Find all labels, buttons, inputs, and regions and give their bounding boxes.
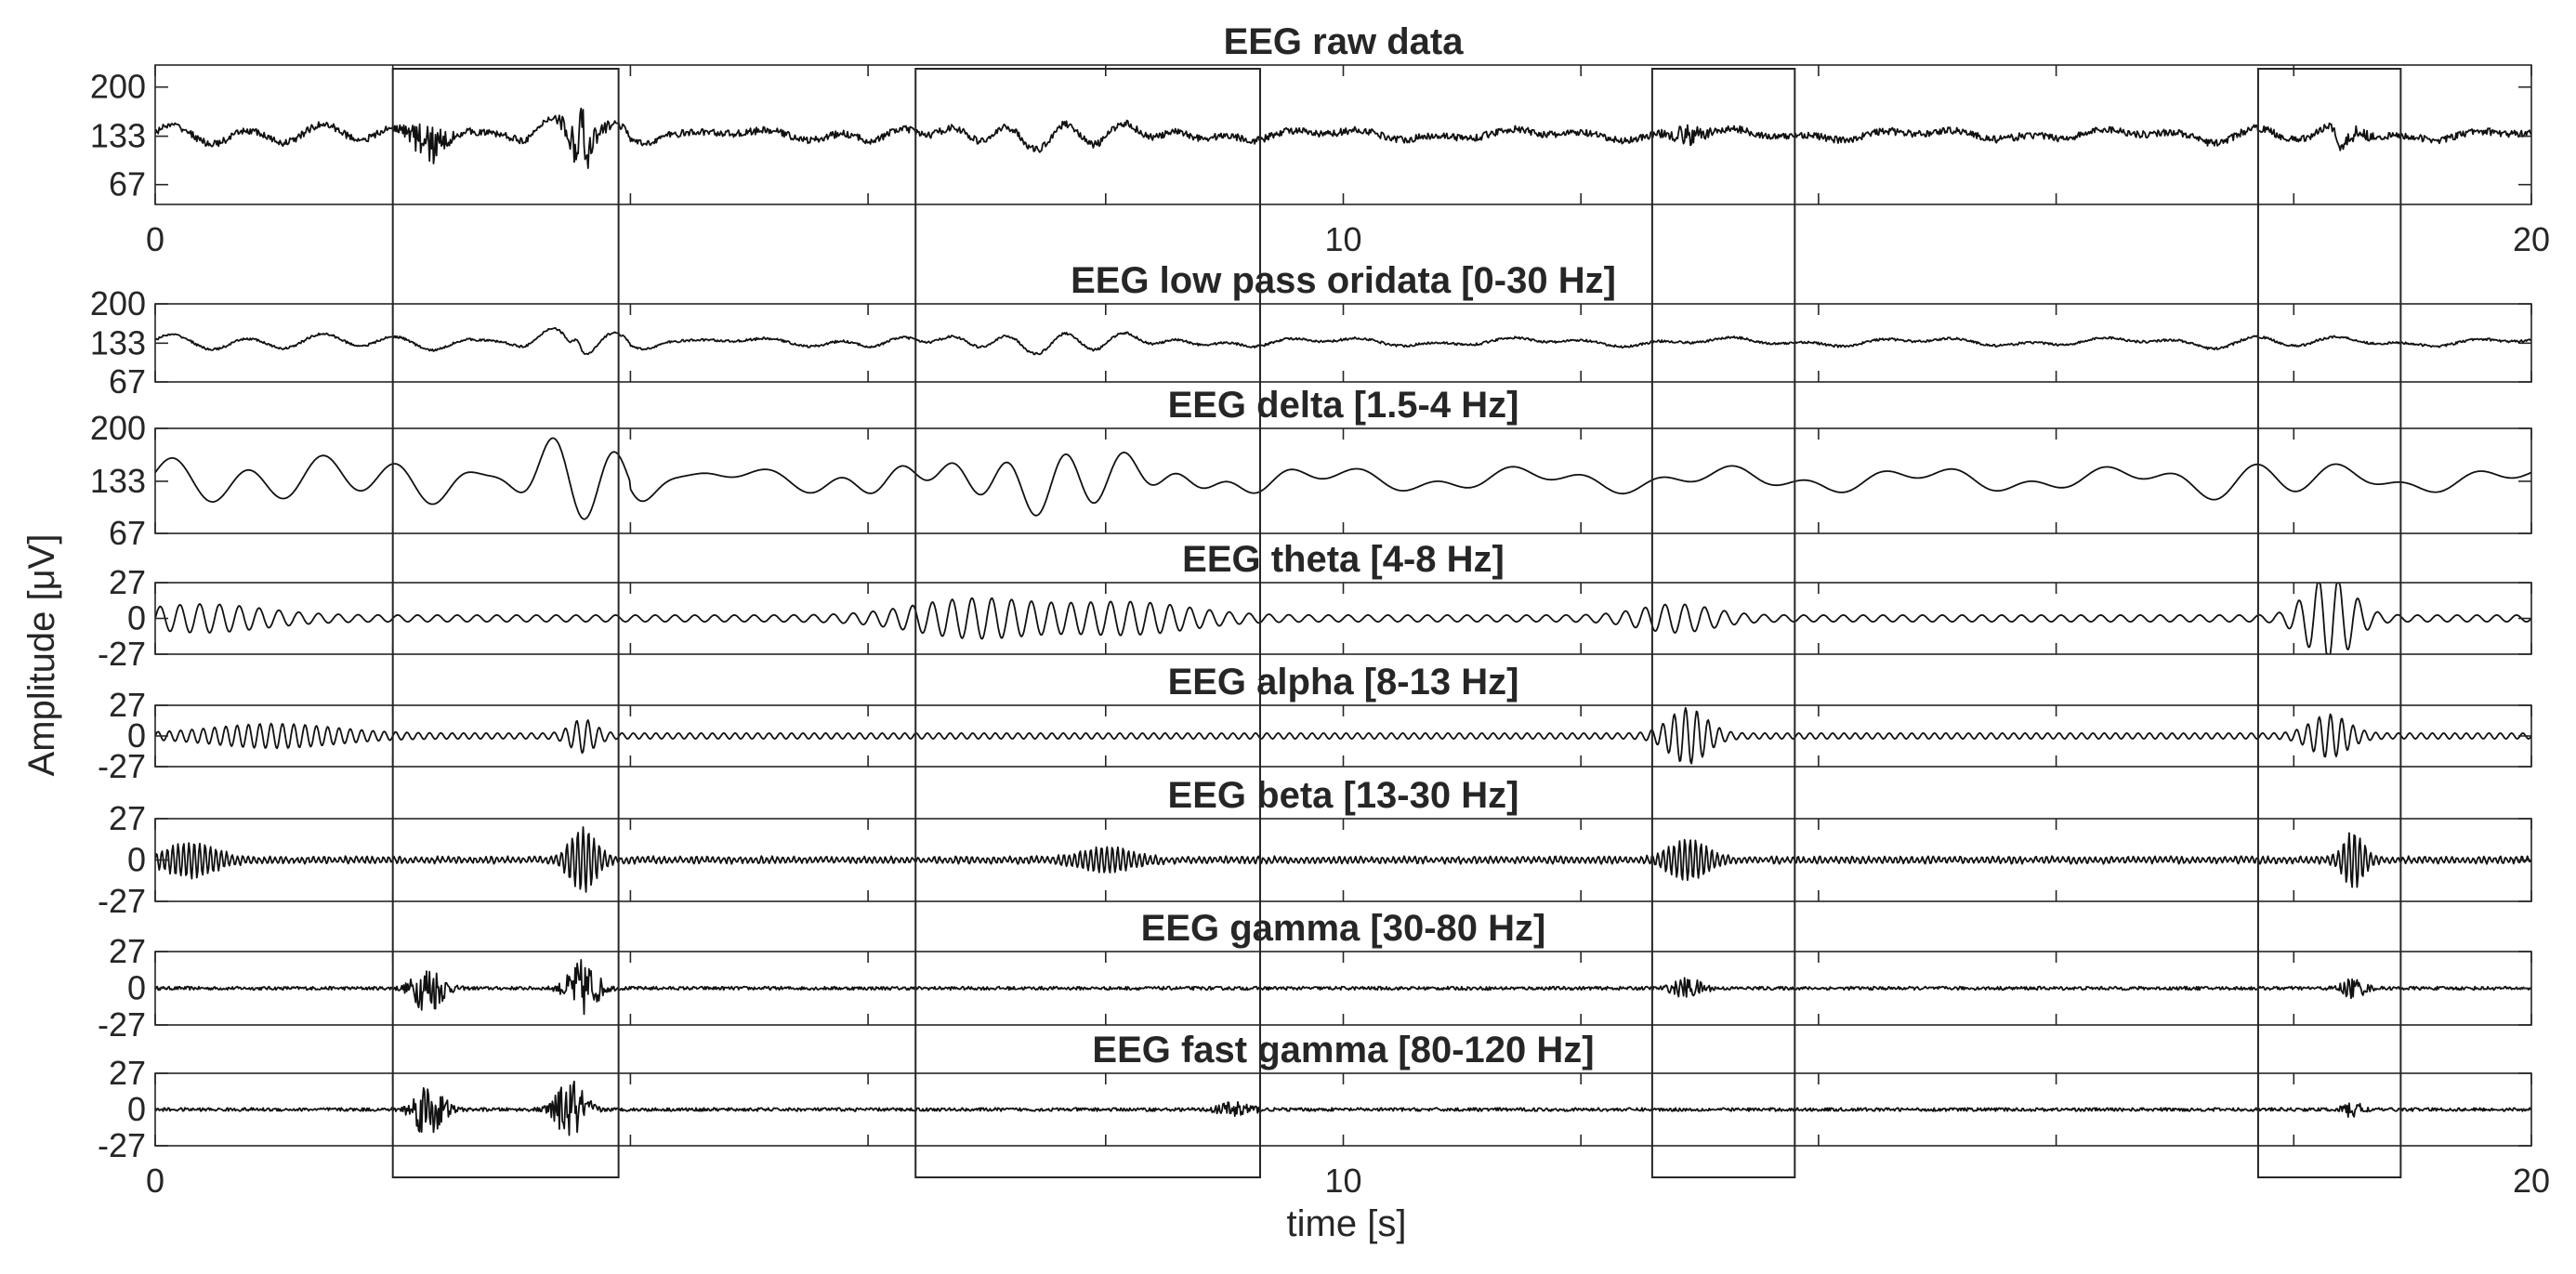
x-tick-label: 20: [2513, 220, 2550, 258]
y-tick-label: 133: [90, 117, 146, 155]
y-tick-label: 0: [127, 599, 146, 637]
x-tick-label: 10: [1324, 220, 1361, 258]
y-tick-label: 67: [109, 362, 146, 401]
y-tick-label: 67: [109, 165, 146, 204]
panel-title: EEG low pass oridata [0-30 Hz]: [1071, 260, 1616, 301]
panel-title: EEG delta [1.5-4 Hz]: [1168, 385, 1519, 426]
highlight-window: [1650, 68, 1796, 1178]
y-tick-label: 200: [90, 68, 146, 106]
panel-title: EEG theta [4-8 Hz]: [1182, 539, 1505, 580]
series-line: [155, 107, 2531, 169]
highlight-window: [391, 68, 620, 1178]
y-tick-label: 67: [109, 514, 146, 552]
y-tick-label: -27: [98, 635, 146, 673]
y-tick-label: 200: [90, 409, 146, 447]
x-axis-label: time [s]: [1287, 1203, 1407, 1244]
panel-title: EEG fast gamma [80-120 Hz]: [1092, 1030, 1594, 1070]
y-axis-label: Amplitude [μV]: [21, 534, 62, 777]
y-tick-label: 27: [109, 563, 146, 601]
x-tick-label: 0: [146, 1162, 164, 1200]
panel-frame: [154, 427, 2532, 534]
y-tick-label: 200: [90, 284, 146, 322]
series-line: [155, 437, 2531, 520]
panel-title: EEG gamma [30-80 Hz]: [1141, 908, 1546, 949]
y-tick-label: 27: [109, 932, 146, 970]
series-line: [155, 706, 2531, 765]
highlight-window: [2256, 68, 2402, 1178]
y-tick-label: -27: [98, 1005, 146, 1044]
highlight-windows: [391, 68, 2402, 1178]
y-tick-label: 133: [90, 462, 146, 500]
x-tick-label: 20: [2513, 1162, 2550, 1200]
y-tick-label: 27: [109, 799, 146, 837]
y-tick-label: -27: [98, 1126, 146, 1164]
y-tick-label: 0: [127, 841, 146, 879]
y-tick-label: -27: [98, 747, 146, 785]
x-tick-label: 0: [146, 220, 164, 258]
panel-title: EEG raw data: [1224, 21, 1465, 62]
highlight-window: [914, 68, 1262, 1178]
y-tick-label: 27: [109, 1054, 146, 1092]
y-tick-label: 0: [127, 1090, 146, 1128]
series-line: [155, 826, 2531, 893]
series-line: [155, 959, 2531, 1016]
series-line: [155, 327, 2531, 356]
y-tick-label: -27: [98, 882, 146, 920]
y-tick-label: 0: [127, 716, 146, 755]
y-tick-label: 27: [109, 686, 146, 724]
x-tick-label: 10: [1324, 1162, 1361, 1200]
panel-title: EEG alpha [8-13 Hz]: [1168, 662, 1519, 703]
panel-title: EEG beta [13-30 Hz]: [1168, 775, 1519, 816]
series-line: [155, 1080, 2531, 1136]
y-tick-label: 0: [127, 969, 146, 1007]
panel-frame: [154, 303, 2532, 383]
series-line: [155, 583, 2531, 654]
y-tick-label: 133: [90, 323, 146, 361]
